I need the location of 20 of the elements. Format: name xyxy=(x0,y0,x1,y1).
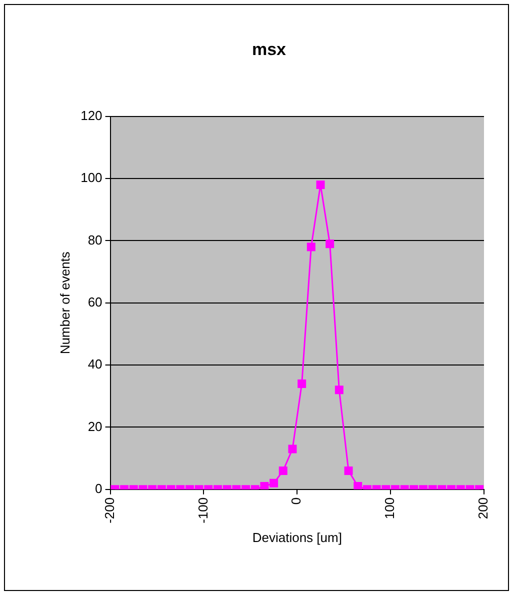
x-tick-label: -200 xyxy=(102,497,117,524)
y-tick-label: 80 xyxy=(88,232,102,248)
point xyxy=(316,180,325,190)
x-tick-label: 200 xyxy=(476,497,491,520)
chart-title: msx xyxy=(252,40,287,59)
y-tick-label: 20 xyxy=(88,418,102,434)
y-axis-title: Number of events xyxy=(57,251,72,354)
y-tick-label: 40 xyxy=(88,356,102,372)
x-tick-label: 0 xyxy=(288,497,304,505)
y-tick-label: 0 xyxy=(95,480,102,496)
x-tick-label: -100 xyxy=(195,497,210,524)
y-tick-label: 120 xyxy=(80,108,102,123)
point xyxy=(326,240,334,248)
point xyxy=(298,379,306,388)
y-tick-label: 60 xyxy=(88,294,102,310)
point xyxy=(334,386,344,394)
point xyxy=(306,242,316,252)
x-tick-label: 100 xyxy=(382,497,398,520)
y-tick-label: 100 xyxy=(80,170,102,186)
x-axis-title: Deviations [um] xyxy=(252,530,342,545)
